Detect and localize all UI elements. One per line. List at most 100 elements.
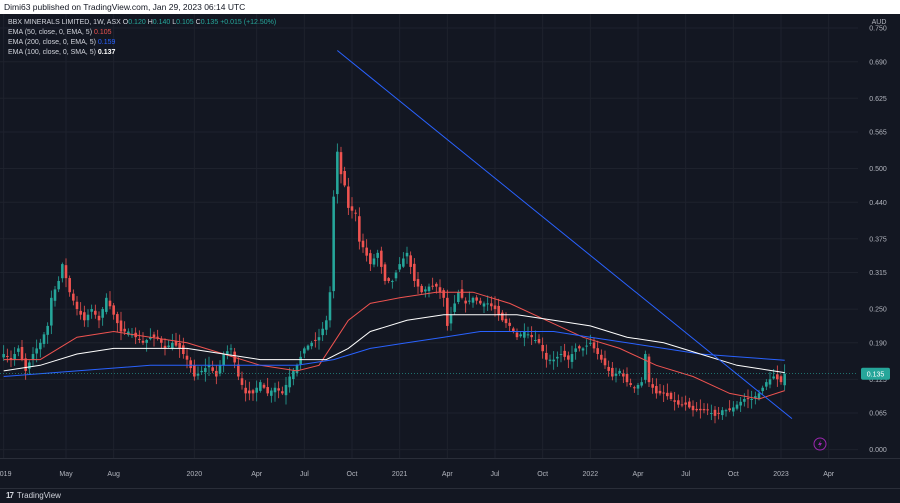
candle-body (116, 314, 119, 324)
candle-body (526, 334, 530, 336)
candle-body (405, 252, 409, 257)
candle-body (365, 247, 368, 256)
x-tick-label: 2021 (392, 471, 408, 478)
candle-body (523, 331, 526, 338)
candle-body (783, 373, 786, 386)
candle-body (123, 328, 126, 332)
x-tick-label: Aug (107, 471, 120, 478)
candle-body (684, 402, 687, 405)
candle-body (530, 335, 533, 338)
candle-body (303, 348, 306, 354)
tradingview-logo[interactable]: 17 TradingView (6, 491, 61, 500)
y-tick-label: 0.065 (869, 411, 887, 418)
candle-body (556, 356, 559, 359)
candle-body (779, 376, 783, 383)
candle-body (31, 354, 35, 360)
candle-body (354, 212, 357, 214)
candle-body (339, 152, 343, 175)
legend-ema50-value: 0.105 (93, 29, 112, 36)
legend-o-value: 0.120 (128, 19, 146, 26)
candle-body (673, 400, 676, 402)
candle-body (757, 393, 761, 400)
candle-body (299, 356, 302, 365)
y-axis-bg (858, 14, 900, 488)
legend-ema200-value: 0.159 (97, 39, 116, 46)
x-tick-label: Oct (728, 471, 739, 478)
grid (0, 14, 858, 458)
candle-body (651, 384, 654, 388)
candle-body (42, 334, 46, 344)
candle-body (13, 354, 16, 360)
legend-c-value: 0.135 (200, 19, 219, 26)
candle-body (600, 354, 603, 360)
x-tick-label: Apr (442, 471, 454, 478)
candle-body (79, 310, 82, 315)
candle-body (317, 337, 321, 341)
y-tick-label: 0.690 (869, 59, 887, 66)
y-tick-label: 0.190 (869, 340, 887, 347)
candle-body (636, 384, 640, 389)
candle-body (57, 280, 60, 290)
candle-body (6, 355, 9, 357)
candle-body (240, 378, 244, 385)
legend-ema50-label: EMA (50, close, 0, EMA, 5) (8, 29, 93, 36)
candle-body (585, 345, 588, 347)
y-tick-label: 0.500 (869, 166, 887, 173)
candle-body (237, 364, 240, 377)
candle-body (559, 354, 563, 356)
candle-body (83, 312, 86, 321)
candle-body (398, 264, 401, 270)
trendline-group (337, 50, 793, 420)
candle-body (702, 409, 706, 411)
candle-body (20, 347, 24, 360)
candle-body (105, 297, 108, 312)
candle-body (262, 384, 266, 388)
chart-area[interactable]: AUD 0.750 0.690 0.625 0.565 0.500 0.440 0.375 0.… (0, 14, 900, 488)
candle-body (244, 387, 247, 394)
candle-body (508, 322, 511, 326)
candle-body (647, 356, 651, 383)
candle-body (611, 367, 614, 377)
candle-body (9, 357, 13, 360)
candles (2, 143, 786, 424)
candle-body (171, 342, 174, 349)
legend-change: +0.015 (+12.50%) (220, 19, 277, 26)
candle-body (53, 289, 57, 301)
candle-body (141, 340, 145, 343)
candle-body (394, 272, 398, 279)
candle-body (460, 289, 464, 298)
candle-body (196, 373, 200, 376)
candle-body (592, 342, 596, 349)
candle-body (618, 370, 621, 374)
candle-body (493, 305, 497, 310)
ma-line-2 (3, 331, 785, 377)
legend-l-value: 0.105 (176, 19, 194, 26)
candle-body (449, 314, 453, 324)
candle-body (72, 293, 75, 301)
candle-body (178, 343, 181, 349)
candle-body (570, 354, 574, 362)
candle-body (376, 252, 379, 258)
ma-line-1 (3, 291, 785, 400)
legend-ema50-row[interactable]: EMA (50, close, 0, EMA, 5) 0.105 (8, 28, 276, 38)
candle-body (248, 390, 251, 394)
x-tick-label: Jul (300, 471, 309, 478)
legend-ema100-row[interactable]: EMA (100, close, 0, SMA, 5) 0.137 (8, 48, 276, 58)
candle-body (28, 362, 31, 369)
candle-body (369, 253, 372, 265)
candle-body (537, 339, 541, 343)
candle-body (75, 301, 79, 310)
x-axis: 2019 May Aug 2020 Apr Jul Oct 2021 Apr Jul Oct 2022… (0, 437, 900, 488)
candle-body (776, 374, 779, 380)
candle-body (732, 407, 735, 412)
last-price-label: 0.135 (867, 372, 885, 379)
y-tick-label: 0.565 (869, 130, 887, 137)
legend-ema200-row[interactable]: EMA (200, close, 0, EMA, 5) 0.159 (8, 38, 276, 48)
candle-body (277, 388, 280, 391)
y-tick-label: 0.315 (869, 270, 887, 277)
candle-body (61, 264, 64, 279)
candle-body (724, 410, 728, 412)
candle-body (314, 339, 317, 341)
